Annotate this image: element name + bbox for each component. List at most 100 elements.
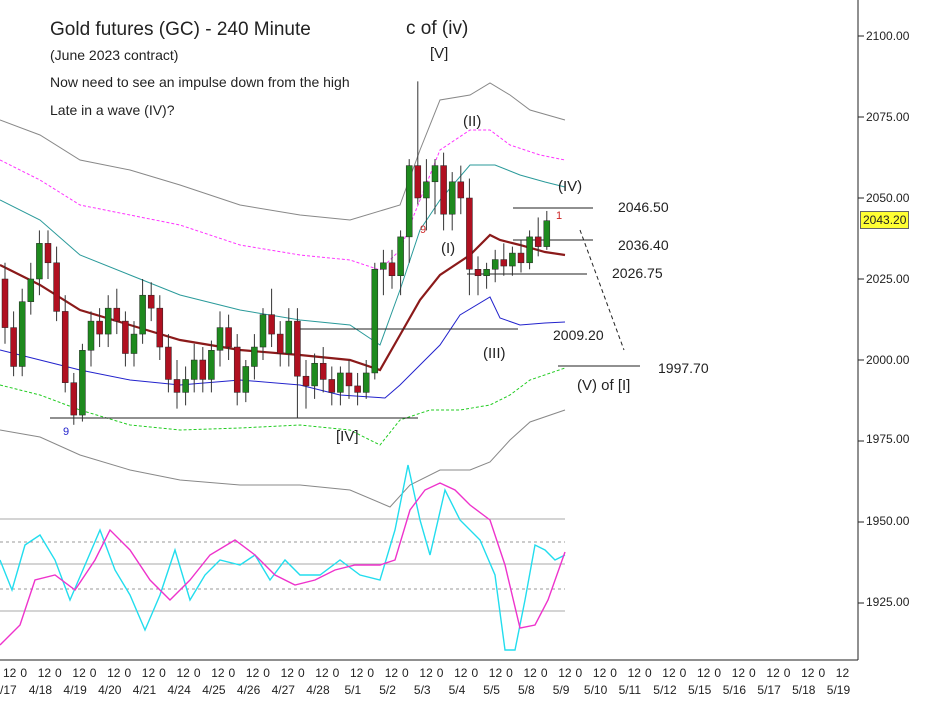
x-hour-label: 12 xyxy=(697,666,711,680)
count-9-blue: 9 xyxy=(63,426,70,438)
level-label-2009-20: 2009.20 xyxy=(553,327,604,343)
x-date-label: 5/16 xyxy=(722,683,747,697)
x-hour-label: 0 xyxy=(367,666,375,680)
annotation-c-of-iv: c of (iv) xyxy=(406,18,469,39)
x-hour-label: 12 xyxy=(350,666,364,680)
candle-body xyxy=(302,375,310,387)
x-hour-label: 12 xyxy=(3,666,17,680)
candle-body xyxy=(44,243,52,264)
candle-body xyxy=(534,236,542,247)
x-hour-label: 0 xyxy=(436,666,444,680)
lower-band xyxy=(0,296,566,399)
candle-body xyxy=(113,307,121,322)
x-hour-label: 12 xyxy=(523,666,537,680)
x-date-label: 5/3 xyxy=(413,683,431,697)
candle-body xyxy=(233,346,241,393)
x-date-label: 5/18 xyxy=(792,683,816,697)
x-hour-label: 12 xyxy=(419,666,433,680)
candle-body xyxy=(543,220,551,247)
candle-body xyxy=(371,269,379,374)
y-tick-1950: 1950.00 xyxy=(866,514,910,528)
candle-body xyxy=(18,301,26,367)
outer-upper-band xyxy=(0,82,566,221)
last-price-badge: 2043.20 xyxy=(860,211,910,229)
candle-body xyxy=(423,181,430,199)
candle-body xyxy=(509,252,516,267)
candle-body xyxy=(466,197,473,270)
chart-note-impulse: Now need to see an impulse down from the… xyxy=(50,74,350,90)
x-hour-label: 12 xyxy=(662,666,676,680)
x-hour-label: 12 xyxy=(176,666,190,680)
annotation-wave-ii: (II) xyxy=(463,113,482,130)
x-hour-label: 12 xyxy=(731,666,746,680)
candle-body xyxy=(147,294,155,309)
x-hour-label: 12 xyxy=(141,666,156,680)
x-hour-label: 0 xyxy=(228,666,236,680)
candle-body xyxy=(225,327,232,348)
x-date-label: 5/1 xyxy=(344,683,362,697)
candle-body xyxy=(139,294,146,335)
x-hour-label: 0 xyxy=(55,666,62,680)
x-hour-label: 12 xyxy=(835,666,850,680)
x-hour-label: 0 xyxy=(20,666,28,680)
candle-body xyxy=(208,350,215,380)
candle-body xyxy=(251,346,258,367)
candle-body xyxy=(165,346,172,380)
y-tick-2100: 2100.00 xyxy=(866,29,910,43)
x-date-label: 5/4 xyxy=(448,683,466,697)
candle-body xyxy=(1,278,9,328)
x-date-label: 4/20 xyxy=(98,683,122,697)
x-hour-label: 12 xyxy=(627,666,641,680)
candle-body xyxy=(397,236,404,277)
x-hour-label: 12 xyxy=(766,666,780,680)
x-hour-label: 12 xyxy=(37,666,52,680)
candle-body xyxy=(156,307,164,348)
y-tick-2075: 2075.00 xyxy=(866,110,910,124)
candle-body xyxy=(216,327,224,351)
candle-body xyxy=(294,320,301,377)
x-date-label: 4/21 xyxy=(132,683,157,697)
x-date-label: 4/18 xyxy=(28,683,53,697)
x-hour-label: 12 xyxy=(384,666,399,680)
x-date-label: 4/28 xyxy=(306,683,330,697)
candle-body xyxy=(182,379,189,393)
x-date-label: /17 xyxy=(0,683,17,697)
x-hour-label: 12 xyxy=(245,666,260,680)
candle-body xyxy=(526,236,533,264)
candle-body xyxy=(483,269,490,277)
annotation-wave-v-bracket: [V] xyxy=(430,45,449,62)
candle-body xyxy=(337,372,344,393)
candle-body xyxy=(190,359,198,380)
y-tick-2050: 2050.00 xyxy=(866,191,910,205)
x-hour-label: 12 xyxy=(211,666,225,680)
candle-body xyxy=(10,327,17,367)
candle-body xyxy=(328,379,336,393)
candle-body xyxy=(259,314,267,348)
x-hour-label: 0 xyxy=(506,666,513,680)
candle-body xyxy=(380,262,387,270)
y-tick-2025: 2025.00 xyxy=(866,272,910,286)
candle-body xyxy=(362,372,370,393)
count-9-red: 9 xyxy=(420,224,427,236)
x-date-label: 5/12 xyxy=(653,683,677,697)
candle-body xyxy=(311,362,318,387)
oscillator-slow-line xyxy=(0,482,566,646)
candle-body xyxy=(130,333,138,354)
chart-title: Gold futures (GC) - 240 Minute xyxy=(50,19,311,40)
x-hour-label: 0 xyxy=(402,666,409,680)
oscillator-fast-line xyxy=(0,464,566,651)
candle-body xyxy=(27,278,35,302)
x-hour-label: 0 xyxy=(263,666,270,680)
x-date-label: 4/26 xyxy=(236,683,261,697)
price-axis-ticks xyxy=(858,35,864,604)
x-date-label: 4/27 xyxy=(271,683,295,697)
count-1-red: 1 xyxy=(556,210,563,222)
candle-body xyxy=(70,382,78,416)
candle-body xyxy=(242,366,250,393)
level-label-2026-75: 2026.75 xyxy=(612,265,663,281)
candle-body xyxy=(87,320,95,351)
candle-body xyxy=(405,165,413,238)
candle-body xyxy=(96,320,103,335)
teal-band xyxy=(0,164,566,346)
